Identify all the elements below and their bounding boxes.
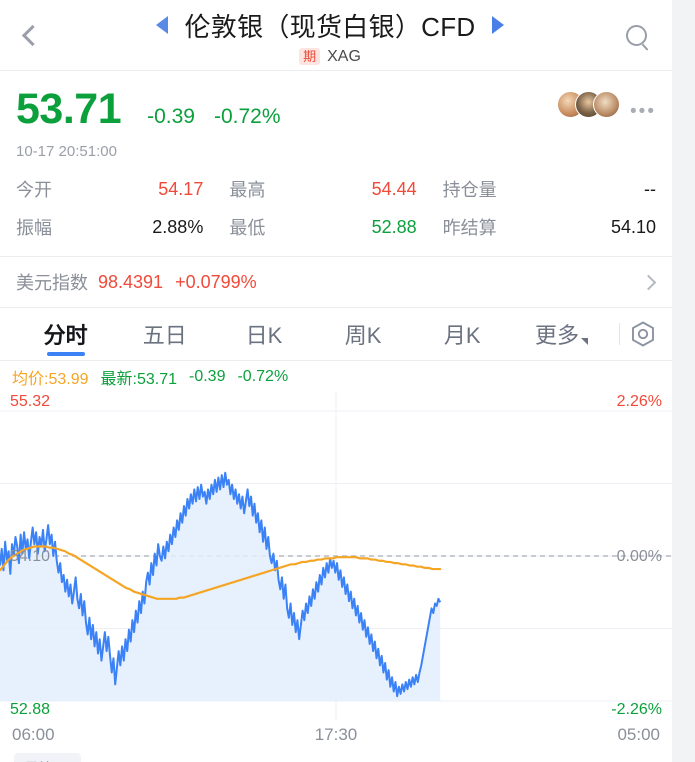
legend-change-percent: -0.72% xyxy=(237,368,289,385)
legend-average: 均价:53.99 xyxy=(12,371,89,388)
triangle-right-icon[interactable] xyxy=(491,16,504,34)
chevron-right-icon xyxy=(640,274,657,290)
stat-amplitude: 振幅 2.88% xyxy=(16,214,229,240)
page-title: 伦敦银（现货白银）CFD xyxy=(184,11,476,42)
usd-index-value: 98.4391 xyxy=(98,271,164,292)
chart-tabs: 分时 五日 日K 周K 月K 更多 xyxy=(0,308,672,360)
tab-wuri[interactable]: 五日 xyxy=(142,323,187,348)
stat-low: 最低 52.88 xyxy=(229,214,442,240)
stat-value: 2.88% xyxy=(152,216,204,237)
stat-value: -- xyxy=(643,178,656,199)
axis-label-bottom-left: 52.88 xyxy=(10,701,51,718)
chevron-down-icon xyxy=(580,338,588,345)
divider xyxy=(619,323,621,345)
chart-legend: 均价:53.99 最新:53.71 -0.39 -0.72% xyxy=(0,361,672,391)
usd-index-percent: +0.0799% xyxy=(175,271,257,292)
time-tick-middle: 17:30 xyxy=(314,725,358,744)
axis-label-mid-right: 0.00% xyxy=(616,548,662,565)
time-tick-start: 06:00 xyxy=(12,725,55,744)
title-block: 伦敦银（现货白银）CFD 期 XAG xyxy=(60,5,600,66)
quote-page: 伦敦银（现货白银）CFD 期 XAG 53.71 -0.39 -0.72% 10… xyxy=(0,0,672,762)
tab-more-label: 更多 xyxy=(534,323,579,348)
axis-label-top-left: 55.32 xyxy=(10,393,51,410)
tab-weekk[interactable]: 周K xyxy=(344,323,382,348)
chart-time-axis: 06:00 17:30 05:00 xyxy=(0,721,672,745)
stat-value: 54.17 xyxy=(158,178,204,199)
stats-row: 今开 54.17 最高 54.44 持仓量 -- xyxy=(16,170,656,208)
indicator-chip-row: 量比 xyxy=(0,745,672,762)
ellipsis-icon[interactable]: ••• xyxy=(630,101,656,122)
volume-ratio-chip[interactable]: 量比 xyxy=(14,753,82,762)
chart-canvas xyxy=(0,391,672,721)
back-button[interactable] xyxy=(0,0,60,70)
stat-value: 54.10 xyxy=(610,216,656,237)
usd-index-row[interactable]: 美元指数 98.4391 +0.0799% xyxy=(0,257,672,307)
axis-label-top-right: 2.26% xyxy=(616,393,662,410)
time-tick-end: 05:00 xyxy=(617,725,660,744)
divider xyxy=(0,307,672,308)
price-change-percent: -0.72% xyxy=(213,105,281,128)
stat-prev-settlement: 昨结算 54.10 xyxy=(443,214,656,240)
stat-label: 最低 xyxy=(229,218,266,238)
price-change: -0.39 xyxy=(147,105,195,128)
futures-badge: 期 xyxy=(299,48,321,65)
stats-row: 振幅 2.88% 最低 52.88 昨结算 54.10 xyxy=(16,208,656,246)
legend-change: -0.39 xyxy=(189,368,226,385)
stat-value: 52.88 xyxy=(371,216,417,237)
stat-label: 今开 xyxy=(16,180,52,200)
stats-grid: 今开 54.17 最高 54.44 持仓量 -- 振幅 2.88% 最低 52.… xyxy=(0,166,672,256)
triangle-left-icon[interactable] xyxy=(156,16,169,34)
stat-open: 今开 54.17 xyxy=(16,176,229,202)
axis-label-bottom-right: -2.26% xyxy=(611,701,662,718)
stat-label: 昨结算 xyxy=(442,218,497,238)
search-button[interactable] xyxy=(600,0,672,70)
stat-label: 最高 xyxy=(229,180,266,200)
tab-fenshi[interactable]: 分时 xyxy=(16,308,115,360)
stat-label: 持仓量 xyxy=(442,180,497,200)
tab-dayk[interactable]: 日K xyxy=(245,323,283,348)
divider xyxy=(0,256,672,257)
tab-monthk[interactable]: 月K xyxy=(443,323,481,348)
chevron-left-icon xyxy=(21,24,44,46)
navigation-bar: 伦敦银（现货白银）CFD 期 XAG xyxy=(0,0,672,70)
intraday-chart[interactable]: 55.32 2.26% 54.10 0.00% 52.88 -2.26% xyxy=(0,391,672,721)
avatar-group[interactable] xyxy=(557,91,620,118)
volume-ratio-label: 量比 xyxy=(24,758,54,762)
axis-label-mid-left: 54.10 xyxy=(10,548,51,565)
divider xyxy=(0,360,672,361)
stat-open-interest: 持仓量 -- xyxy=(443,176,656,202)
legend-last: 最新:53.71 xyxy=(100,371,178,388)
settings-hex-icon xyxy=(632,321,654,347)
settings-hex-icon[interactable] xyxy=(628,319,658,349)
stat-label: 振幅 xyxy=(16,218,52,238)
search-icon xyxy=(625,24,647,46)
last-price: 53.71 xyxy=(16,85,122,133)
stat-high: 最高 54.44 xyxy=(229,176,442,202)
stat-value: 54.44 xyxy=(371,178,417,199)
symbol-code: XAG xyxy=(327,47,361,65)
tab-more[interactable]: 更多 xyxy=(512,308,611,360)
avatar xyxy=(593,91,620,118)
quote-summary: 53.71 -0.39 -0.72% 10-17 20:51:00 ••• xyxy=(0,71,672,166)
usd-index-label: 美元指数 xyxy=(16,273,88,293)
divider xyxy=(0,70,672,71)
quote-timestamp: 10-17 20:51:00 xyxy=(16,143,117,160)
